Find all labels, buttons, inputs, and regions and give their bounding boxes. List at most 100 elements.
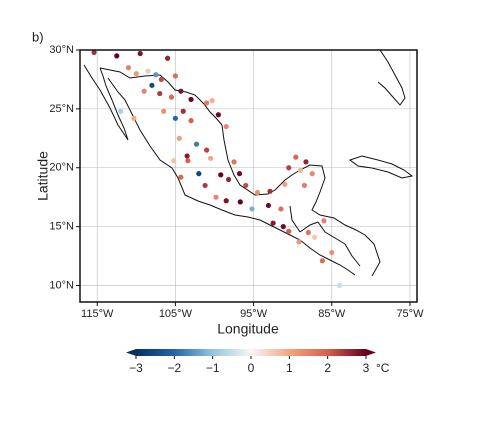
station-point xyxy=(225,176,232,183)
station-point xyxy=(193,141,200,147)
station-point xyxy=(243,182,249,189)
map-frame xyxy=(79,49,418,303)
station-point xyxy=(178,88,184,94)
colorbar-unit: °C xyxy=(376,361,390,375)
station-point xyxy=(231,159,237,165)
station-point xyxy=(249,206,255,212)
x-tick-label: 75°W xyxy=(396,308,424,320)
station-point xyxy=(184,153,190,159)
station-point xyxy=(336,282,343,289)
station-point xyxy=(329,249,335,256)
station-point xyxy=(207,155,214,161)
colorbar-extend-low xyxy=(126,349,136,356)
pacific-coast xyxy=(107,77,356,276)
station-point xyxy=(286,165,292,171)
cuba-coast xyxy=(348,155,414,179)
station-point xyxy=(319,258,325,264)
x-tick-label: 95°W xyxy=(240,308,268,320)
colorbar-tick-label: 3 xyxy=(363,361,370,375)
station-point xyxy=(311,234,318,240)
station-point xyxy=(204,147,210,153)
station-point xyxy=(204,100,210,106)
station-point xyxy=(303,159,309,165)
station-point xyxy=(178,174,184,180)
station-point xyxy=(213,194,219,200)
station-point xyxy=(131,115,137,121)
station-point xyxy=(270,220,276,226)
station-point xyxy=(196,171,202,177)
x-tick-label: 85°W xyxy=(318,308,346,320)
colorbar-tick-label: 2 xyxy=(324,361,331,375)
station-point xyxy=(180,108,186,114)
station-point xyxy=(282,181,288,187)
station-point xyxy=(176,135,182,141)
station-point xyxy=(171,158,177,164)
station-point xyxy=(168,94,175,100)
station-point xyxy=(223,123,229,130)
station-point xyxy=(301,182,308,189)
coastlines xyxy=(83,49,414,277)
x-axis-label: Longitude xyxy=(217,321,279,337)
y-tick-label: 15°N xyxy=(49,221,74,233)
station-point xyxy=(172,73,178,79)
station-point xyxy=(91,49,97,55)
station-point xyxy=(278,206,284,212)
colorbar-body xyxy=(136,349,366,356)
station-point xyxy=(254,189,261,196)
station-point xyxy=(236,171,243,177)
station-point xyxy=(149,82,155,88)
y-tick-label: 30°N xyxy=(49,44,74,56)
station-point xyxy=(265,202,272,209)
station-point xyxy=(321,218,327,224)
colorbar-tick-label: 0 xyxy=(248,361,255,375)
y-axis-label: Latitude xyxy=(35,151,51,201)
station-point xyxy=(158,76,164,83)
station-point xyxy=(114,53,120,59)
station-point xyxy=(305,229,311,236)
station-point xyxy=(118,108,124,114)
x-tick-label: 105°W xyxy=(159,308,193,320)
colorbar-extend-high xyxy=(366,349,376,356)
station-point xyxy=(125,65,132,71)
station-point xyxy=(293,154,299,160)
points xyxy=(91,49,343,289)
station-point xyxy=(215,112,221,118)
station-point xyxy=(209,98,215,104)
station-point xyxy=(153,72,159,78)
station-point xyxy=(296,239,302,245)
x-tick-label: 115°W xyxy=(81,308,114,320)
station-point xyxy=(223,198,229,204)
station-point xyxy=(185,158,191,164)
colorbar: −3 −2 −1 0 1 2 3 xyxy=(126,349,376,375)
station-point xyxy=(161,108,167,114)
station-point xyxy=(286,228,292,234)
station-point xyxy=(188,96,194,103)
colorbar-tick-label: −2 xyxy=(167,361,181,375)
mainland-coast xyxy=(99,67,381,277)
station-point xyxy=(141,88,147,94)
colorbar-tick-label: −3 xyxy=(129,361,143,375)
station-point xyxy=(280,224,286,230)
y-tick-label: 10°N xyxy=(49,279,74,291)
colorbar-tick-label: 1 xyxy=(286,361,293,375)
station-point xyxy=(145,68,151,74)
station-point xyxy=(157,90,163,97)
station-point xyxy=(267,188,273,194)
station-point xyxy=(309,171,315,177)
baja-coast xyxy=(83,64,129,141)
station-point xyxy=(202,182,208,189)
borders xyxy=(289,205,361,267)
station-point xyxy=(133,70,139,77)
y-tick-label: 20°N xyxy=(49,162,74,174)
panel-label: b) xyxy=(32,29,44,44)
station-point xyxy=(164,55,171,61)
station-point xyxy=(218,172,224,178)
colorbar-tick-label: −1 xyxy=(206,361,220,375)
station-point xyxy=(172,115,178,121)
station-point xyxy=(137,50,143,57)
florida-coast xyxy=(377,49,406,106)
map-background xyxy=(80,50,417,302)
station-point xyxy=(237,199,243,205)
y-tick-label: 25°N xyxy=(49,103,74,115)
